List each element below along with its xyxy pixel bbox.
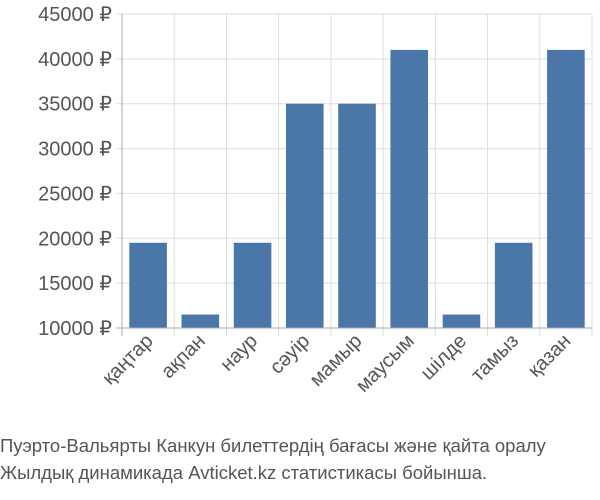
y-tick-label: 40000 ₽ [38,49,112,71]
x-tick-label: маусым [352,330,419,397]
y-tick-label: 30000 ₽ [38,139,112,161]
y-tick-label: 15000 ₽ [38,273,112,295]
bar-6 [390,49,429,329]
caption-line-1: Пуэрто-Вальярты Канкун билеттердің бағас… [0,435,546,456]
bar-5 [338,103,376,328]
bars [129,49,585,329]
x-tick-label: қазан [524,330,576,382]
bar-2 [181,314,220,328]
x-tick-label: наур [216,330,262,376]
x-tick-label: шілде [417,330,471,384]
caption-line-2: Жылдық динамикада Avticket.kz статистика… [0,462,488,483]
x-tick-label: тамыз [467,330,523,386]
bar-chart: 10000 ₽ 15000 ₽ 20000 ₽ 25000 ₽ 30000 ₽ 35000… [38,4,593,397]
y-tick-label: 25000 ₽ [38,183,112,205]
bar-1 [129,242,167,328]
bar-8 [494,242,533,328]
y-tick-label: 10000 ₽ [38,318,112,340]
bar-7 [442,314,481,328]
bar-3 [233,242,272,328]
y-tick-label: 45000 ₽ [38,4,112,26]
y-tick-labels: 10000 ₽ 15000 ₽ 20000 ₽ 25000 ₽ 30000 ₽ 35000… [38,4,112,340]
chart-caption: Пуэрто-Вальярты Канкун билеттердің бағас… [0,432,600,486]
y-tick-label: 35000 ₽ [38,94,112,116]
x-tick-label: ақпан [157,330,210,383]
bar-4 [285,103,324,328]
bar-9 [547,49,585,329]
x-tick-labels: қаңтар ақпан наур сәуірмамырмаусымшілдетамы… [98,330,575,397]
x-tick-label: сәуір [266,330,315,379]
y-tick-label: 20000 ₽ [38,228,112,250]
axes [116,14,592,336]
